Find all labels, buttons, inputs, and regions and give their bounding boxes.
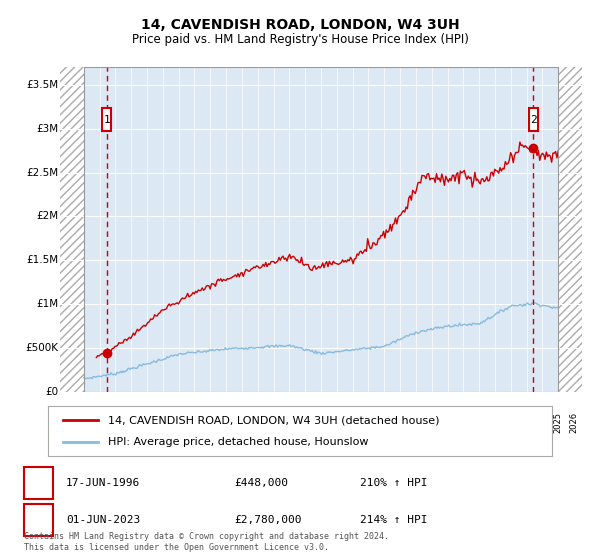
Text: 2017: 2017 xyxy=(427,412,436,433)
Text: £448,000: £448,000 xyxy=(234,478,288,488)
Text: 14, CAVENDISH ROAD, LONDON, W4 3UH: 14, CAVENDISH ROAD, LONDON, W4 3UH xyxy=(140,18,460,32)
Text: £3M: £3M xyxy=(37,124,59,134)
Text: 2026: 2026 xyxy=(569,412,578,433)
Text: 1: 1 xyxy=(103,115,110,125)
FancyBboxPatch shape xyxy=(24,504,53,535)
Text: 2022: 2022 xyxy=(506,412,515,433)
Text: 214% ↑ HPI: 214% ↑ HPI xyxy=(360,515,427,525)
Bar xyxy=(103,109,111,131)
Text: 2010: 2010 xyxy=(317,412,325,433)
Text: 2013: 2013 xyxy=(364,412,373,433)
Bar xyxy=(529,109,538,131)
Text: 210% ↑ HPI: 210% ↑ HPI xyxy=(360,478,427,488)
Text: 2025: 2025 xyxy=(554,412,563,433)
Text: 2008: 2008 xyxy=(285,412,294,433)
Text: 1995: 1995 xyxy=(79,412,88,433)
Text: 2003: 2003 xyxy=(206,412,215,433)
Text: £1M: £1M xyxy=(37,299,59,309)
Text: 2000: 2000 xyxy=(158,412,167,433)
Text: 2012: 2012 xyxy=(348,412,357,433)
Text: 2024: 2024 xyxy=(538,412,547,433)
Text: £2.5M: £2.5M xyxy=(26,167,59,178)
Text: 2005: 2005 xyxy=(238,412,247,433)
Text: £1.5M: £1.5M xyxy=(26,255,59,265)
Text: 2014: 2014 xyxy=(380,412,389,433)
Text: 14, CAVENDISH ROAD, LONDON, W4 3UH (detached house): 14, CAVENDISH ROAD, LONDON, W4 3UH (deta… xyxy=(109,415,440,425)
Text: 2006: 2006 xyxy=(253,412,262,433)
Text: 2019: 2019 xyxy=(459,412,468,433)
Text: £2,780,000: £2,780,000 xyxy=(234,515,302,525)
Text: £500K: £500K xyxy=(26,343,59,353)
Text: £2M: £2M xyxy=(37,212,59,221)
Bar xyxy=(60,67,84,392)
Text: HPI: Average price, detached house, Hounslow: HPI: Average price, detached house, Houn… xyxy=(109,437,369,447)
Text: 2020: 2020 xyxy=(475,412,484,433)
Text: 2021: 2021 xyxy=(491,412,499,433)
Text: 2023: 2023 xyxy=(522,412,531,433)
Text: 2: 2 xyxy=(530,115,536,125)
Text: 01-JUN-2023: 01-JUN-2023 xyxy=(66,515,140,525)
Bar xyxy=(558,67,582,392)
Text: Price paid vs. HM Land Registry's House Price Index (HPI): Price paid vs. HM Land Registry's House … xyxy=(131,32,469,46)
Text: 2018: 2018 xyxy=(443,412,452,433)
Text: 2002: 2002 xyxy=(190,412,199,433)
Text: 1997: 1997 xyxy=(111,412,120,433)
Text: 1999: 1999 xyxy=(143,412,151,433)
Text: 1: 1 xyxy=(35,478,42,488)
Text: 2007: 2007 xyxy=(269,412,278,433)
Text: £0: £0 xyxy=(46,387,59,397)
Text: 2: 2 xyxy=(35,515,42,525)
Text: 1994: 1994 xyxy=(64,412,73,433)
Text: £3.5M: £3.5M xyxy=(26,80,59,90)
Text: Contains HM Land Registry data © Crown copyright and database right 2024.
This d: Contains HM Land Registry data © Crown c… xyxy=(24,532,389,552)
Text: 1996: 1996 xyxy=(95,412,104,433)
FancyBboxPatch shape xyxy=(24,467,53,498)
Text: 2011: 2011 xyxy=(332,412,341,433)
Text: 2004: 2004 xyxy=(221,412,230,433)
Text: 2015: 2015 xyxy=(395,412,404,433)
Text: 17-JUN-1996: 17-JUN-1996 xyxy=(66,478,140,488)
Text: 2009: 2009 xyxy=(301,412,310,433)
Text: 2001: 2001 xyxy=(174,412,183,433)
Text: 1998: 1998 xyxy=(127,412,136,433)
Text: 2016: 2016 xyxy=(412,412,421,433)
